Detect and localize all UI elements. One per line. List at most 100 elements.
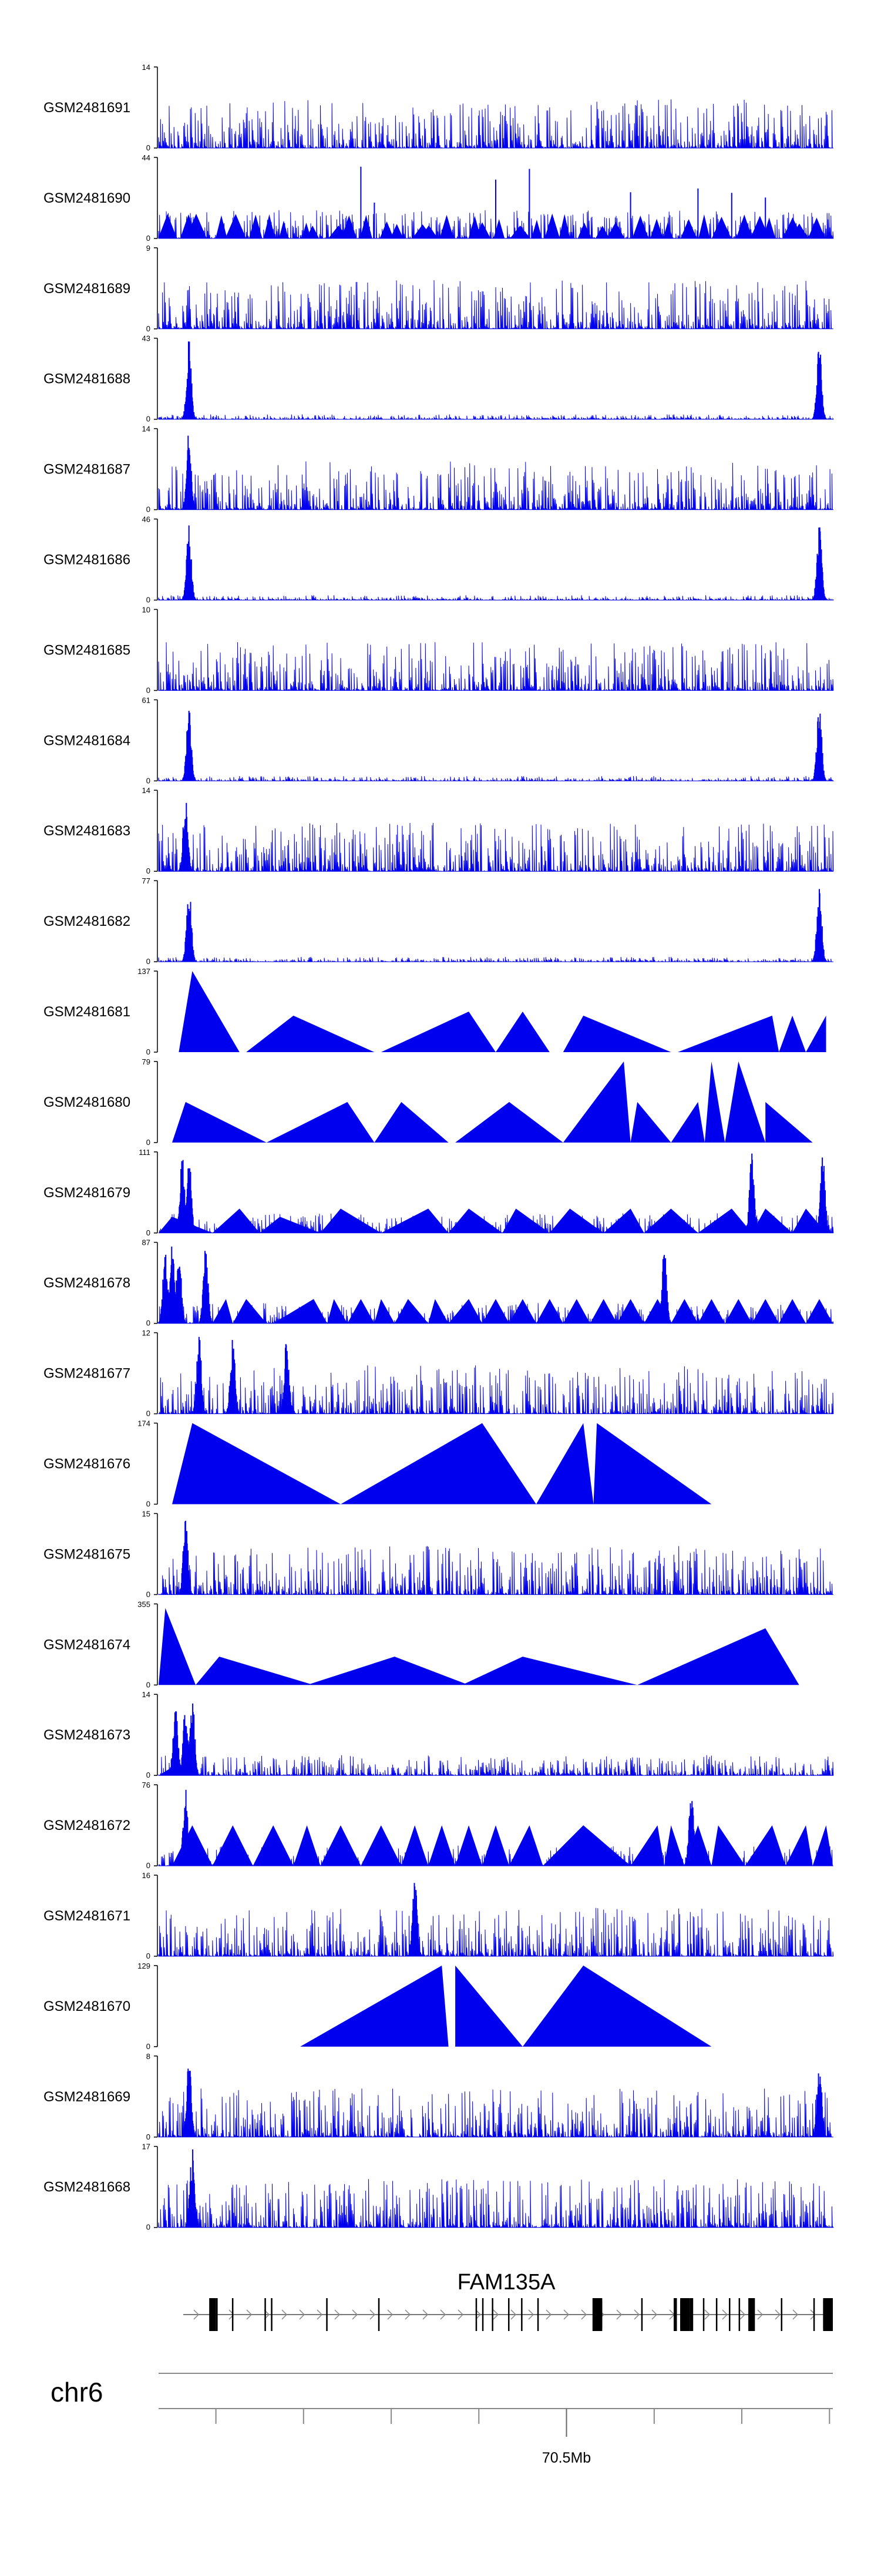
exon — [729, 2298, 731, 2331]
signal-area — [158, 595, 834, 600]
y-min-label: 0 — [146, 1680, 150, 1689]
track-label: GSM2481675 — [43, 1546, 130, 1562]
y-max-label: 77 — [142, 876, 150, 885]
signal-triangles — [159, 1608, 799, 1685]
y-min-label: 0 — [146, 1138, 150, 1147]
y-max-label: 137 — [137, 967, 150, 976]
track-gsm2481680: GSM2481680 79 0 — [43, 1057, 813, 1147]
coding-exon — [823, 2300, 833, 2329]
y-max-label: 14 — [142, 63, 150, 72]
y-max-label: 43 — [142, 334, 150, 343]
exon — [702, 2298, 705, 2331]
track-label: GSM2481688 — [43, 371, 130, 387]
y-max-label: 16 — [142, 1871, 150, 1880]
y-max-label: 111 — [139, 1148, 150, 1157]
signal-peaks — [180, 341, 828, 419]
exon — [264, 2298, 266, 2331]
y-max-label: 44 — [142, 153, 150, 162]
signal-area — [158, 822, 834, 872]
signal-area — [158, 461, 833, 511]
scale-tick-label: 70.5Mb — [542, 2450, 591, 2466]
exon — [492, 2298, 493, 2331]
signal-peaks — [180, 711, 828, 781]
track-gsm2481681: GSM2481681 137 0 — [43, 967, 826, 1056]
y-min-label: 0 — [146, 2042, 150, 2051]
y-max-label: 15 — [142, 1509, 150, 1518]
signal-peaks — [180, 435, 198, 510]
y-max-label: 14 — [142, 1690, 150, 1699]
signal-triangles — [300, 1965, 712, 2047]
y-max-label: 79 — [142, 1057, 150, 1066]
y-min-label: 0 — [146, 1590, 150, 1598]
signal-peaks — [183, 2149, 201, 2228]
y-max-label: 174 — [137, 1419, 150, 1428]
y-min-label: 0 — [146, 1409, 150, 1418]
signal-peaks — [176, 1789, 700, 1866]
exon — [521, 2298, 523, 2331]
exon — [231, 2298, 234, 2331]
exon — [813, 2298, 815, 2331]
signal-triangles — [172, 1423, 712, 1504]
signal-triangles — [159, 1208, 826, 1233]
signal-area — [158, 414, 834, 420]
chromosome-axis: chr6 70.5Mb — [51, 2373, 833, 2466]
track-label: GSM2481681 — [43, 1004, 130, 1020]
track-label: GSM2481668 — [43, 2179, 130, 2195]
exon — [271, 2298, 273, 2331]
signal-peaks — [176, 1520, 194, 1595]
y-min-label: 0 — [146, 1952, 150, 1960]
track-gsm2481670: GSM2481670 129 0 — [43, 1962, 712, 2051]
track-gsm2481686: GSM2481686 46 0 — [43, 515, 834, 604]
track-gsm2481675: GSM2481675 15 0 — [43, 1509, 833, 1598]
track-label: GSM2481683 — [43, 823, 130, 839]
exon — [738, 2298, 741, 2331]
chromosome-label: chr6 — [51, 2377, 103, 2407]
signal-area — [158, 2179, 834, 2228]
track-gsm2481672: GSM2481672 76 0 — [43, 1781, 833, 1870]
signal-peaks — [173, 1153, 832, 1233]
signal-area — [158, 1907, 834, 1957]
track-label: GSM2481669 — [43, 2089, 130, 2105]
y-max-label: 9 — [146, 244, 150, 253]
signal-area — [158, 956, 833, 962]
exon — [715, 2298, 718, 2331]
signal-peaks — [406, 1883, 424, 1956]
track-label: GSM2481678 — [43, 1275, 130, 1291]
signal-triangles — [172, 1825, 833, 1866]
track-label: GSM2481674 — [43, 1637, 130, 1653]
y-min-label: 0 — [146, 2223, 150, 2232]
track-label: GSM2481670 — [43, 1999, 130, 2014]
signal-triangles — [172, 1061, 813, 1143]
exon — [674, 2298, 677, 2331]
track-label: GSM2481679 — [43, 1185, 130, 1201]
signal-area — [158, 642, 834, 691]
track-gsm2481689: GSM2481689 9 0 — [43, 244, 833, 333]
signal-peaks — [180, 889, 828, 962]
y-max-label: 10 — [142, 605, 150, 614]
exon — [690, 2298, 694, 2331]
y-min-label: 0 — [146, 1861, 150, 1870]
track-gsm2481687: GSM2481687 14 0 — [43, 425, 833, 514]
track-label: GSM2481671 — [43, 1908, 130, 1924]
exon — [508, 2298, 510, 2331]
exon — [378, 2298, 380, 2331]
signal-area — [158, 280, 833, 330]
track-gsm2481682: GSM2481682 77 0 — [43, 876, 833, 966]
signal-area — [158, 1755, 834, 1776]
track-gsm2481678: GSM2481678 87 0 — [43, 1238, 834, 1328]
exon — [748, 2298, 755, 2331]
signal-spikes — [360, 166, 766, 239]
track-label: GSM2481686 — [43, 552, 130, 568]
track-gsm2481671: GSM2481671 16 0 — [43, 1871, 834, 1960]
signal-peaks — [166, 1703, 201, 1776]
track-gsm2481690: GSM2481690 44 0 — [43, 153, 834, 243]
y-max-label: 14 — [142, 786, 150, 795]
exon — [326, 2298, 328, 2331]
track-label: GSM2481677 — [43, 1366, 130, 1382]
signal-peaks — [180, 2068, 828, 2137]
track-gsm2481676: GSM2481676 174 0 — [43, 1419, 712, 1509]
y-max-label: 87 — [142, 1238, 150, 1247]
y-max-label: 17 — [142, 2142, 150, 2151]
y-min-label: 0 — [146, 505, 150, 514]
